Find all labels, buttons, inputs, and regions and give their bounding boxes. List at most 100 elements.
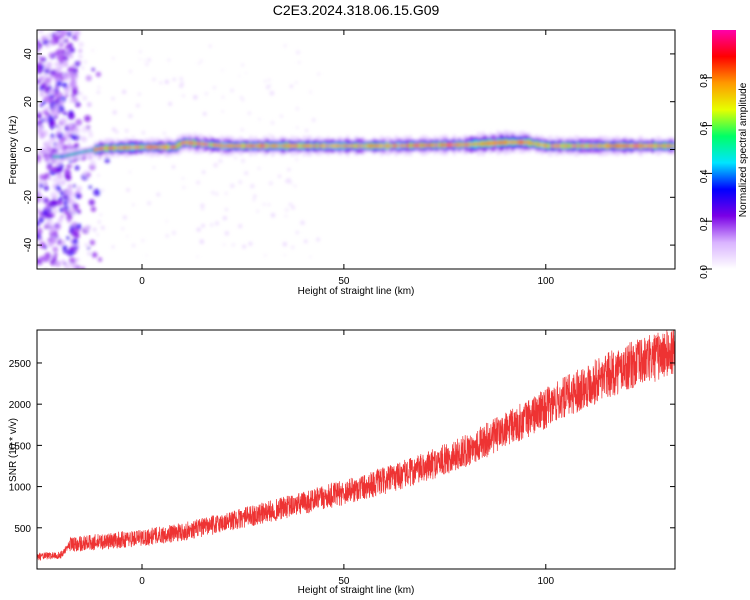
- heatmap-cell: [343, 145, 347, 147]
- heatmap-cell: [88, 129, 92, 134]
- heatmap-cell: [67, 184, 73, 189]
- heatmap-cell: [300, 145, 304, 147]
- heatmap-cell: [164, 146, 168, 148]
- heatmap-cell: [49, 121, 54, 126]
- heatmap-cell: [62, 194, 69, 201]
- heatmap-cell: [89, 239, 96, 246]
- heatmap-cell: [68, 54, 73, 59]
- heatmap-cell: [250, 184, 255, 189]
- heatmap-cell: [324, 145, 328, 147]
- heatmap-cell: [128, 170, 132, 174]
- heatmap-cell: [208, 144, 212, 146]
- heatmap-cell: [356, 145, 359, 147]
- heatmap-cell: [67, 143, 73, 148]
- heatmap-cell: [588, 145, 592, 147]
- heatmap-cell: [554, 145, 558, 147]
- heatmap-cell: [498, 141, 502, 144]
- y-tick-label: 20: [23, 96, 34, 108]
- heatmap-cell: [120, 226, 125, 231]
- heatmap-cell: [629, 145, 633, 147]
- heatmap-cell: [363, 145, 367, 147]
- heatmap-cell: [196, 227, 201, 232]
- x-tick-label: 100: [537, 276, 554, 287]
- heatmap-cell: [418, 144, 422, 146]
- heatmap-cell: [238, 75, 241, 78]
- heatmap-cell: [55, 234, 59, 239]
- heatmap-cell: [183, 141, 187, 144]
- heatmap-cell: [71, 88, 79, 96]
- heatmap-cell: [285, 145, 289, 147]
- colorbar-tick-label: 0.6: [699, 121, 710, 135]
- heatmap-cell: [73, 127, 81, 135]
- heatmap-cell: [64, 169, 71, 176]
- heatmap-cell: [45, 34, 52, 40]
- heatmap-cell: [304, 239, 308, 244]
- heatmap-cell: [445, 144, 449, 146]
- heatmap-cell: [200, 59, 203, 63]
- heatmap-cell: [147, 58, 151, 62]
- heatmap-cell: [515, 141, 519, 144]
- heatmap-cell: [145, 254, 148, 257]
- heatmap-cell: [113, 147, 117, 149]
- heatmap-cell: [78, 54, 83, 59]
- heatmap-cell: [39, 133, 46, 139]
- heatmap-cell: [222, 216, 227, 221]
- heatmap-cell: [60, 49, 66, 54]
- heatmap-cell: [62, 155, 66, 157]
- heatmap-cell: [57, 145, 63, 151]
- heatmap-cell: [91, 252, 98, 258]
- heatmap-cell: [55, 185, 62, 191]
- heatmap-cell: [225, 145, 228, 147]
- heatmap-cell: [224, 231, 230, 236]
- heatmap-cell: [101, 225, 104, 229]
- heatmap-cell: [242, 145, 245, 147]
- heatmap-cell: [154, 146, 158, 148]
- heatmap-cell: [181, 142, 185, 144]
- heatmap-cell: [291, 205, 295, 210]
- heatmap-cell: [486, 142, 490, 145]
- heatmap-cell: [112, 110, 117, 115]
- heatmap-cell: [54, 39, 59, 44]
- heatmap-cell: [479, 143, 483, 145]
- heatmap-cell: [131, 243, 136, 248]
- heatmap-cell: [39, 103, 44, 108]
- heatmap-cell: [491, 142, 495, 144]
- heatmap-cell: [283, 253, 286, 257]
- heatmap-cell: [61, 118, 65, 122]
- heatmap-cell: [64, 126, 69, 132]
- heatmap-cell: [200, 203, 205, 208]
- heatmap-cell: [39, 125, 43, 129]
- heatmap-cell: [632, 145, 636, 147]
- heatmap-cell: [268, 181, 273, 186]
- y-tick-label: 2500: [9, 359, 32, 370]
- heatmap-cell: [230, 88, 235, 93]
- heatmap-cell: [172, 77, 176, 82]
- spectrogram-ticks: 0 50 100 -40 -20 0 20 40: [23, 30, 675, 287]
- heatmap-cell: [159, 146, 163, 148]
- heatmap-cell: [53, 222, 62, 231]
- heatmap-cell: [268, 145, 272, 147]
- heatmap-cell: [57, 68, 61, 72]
- heatmap-cell: [290, 145, 294, 147]
- heatmap-cell: [77, 134, 80, 138]
- heatmap-cell: [72, 238, 79, 245]
- heatmap-cell: [68, 257, 76, 265]
- heatmap-cell: [74, 165, 80, 171]
- heatmap-cell: [40, 65, 45, 70]
- heatmap-cell: [576, 145, 580, 147]
- heatmap-cell: [654, 145, 657, 147]
- heatmap-cell: [61, 240, 66, 244]
- heatmap-cell: [68, 159, 72, 164]
- heatmap-cell: [240, 98, 245, 102]
- heatmap-cell: [188, 142, 192, 144]
- heatmap-cell: [152, 77, 156, 82]
- heatmap-cell: [462, 143, 466, 146]
- heatmap-cell: [182, 186, 185, 189]
- heatmap-cell: [38, 217, 45, 223]
- heatmap-cell: [63, 132, 69, 138]
- heatmap-cell: [48, 226, 55, 233]
- snr-y-axis-label: SNR (10 * v/v): [8, 418, 19, 482]
- heatmap-cell: [174, 146, 178, 148]
- heatmap-cell: [467, 143, 471, 146]
- heatmap-cell: [253, 194, 257, 198]
